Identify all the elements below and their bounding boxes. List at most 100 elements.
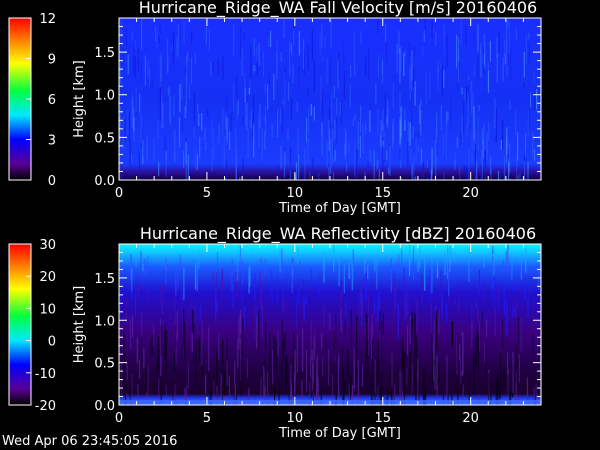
texture-streak: [450, 247, 452, 265]
texture-streak: [298, 290, 300, 305]
texture-streak: [398, 31, 400, 54]
texture-streak: [208, 30, 210, 51]
texture-streak: [332, 171, 335, 180]
texture-streak: [271, 292, 274, 304]
texture-streak: [119, 167, 121, 180]
texture-streak: [366, 313, 368, 358]
texture-streak: [294, 350, 296, 394]
texture-streak: [458, 35, 460, 69]
y-tick-label: 0.5: [94, 131, 115, 146]
texture-streak: [349, 83, 351, 108]
texture-streak: [181, 121, 183, 133]
texture-streak: [481, 154, 483, 180]
texture-streak: [474, 125, 476, 150]
texture-streak: [258, 42, 260, 66]
texture-streak: [221, 390, 224, 405]
texture-streak: [356, 315, 358, 343]
texture-streak: [360, 31, 362, 44]
texture-streak: [367, 360, 369, 393]
texture-streak: [399, 144, 401, 161]
texture-streak: [205, 142, 207, 151]
texture-streak: [374, 392, 376, 405]
chart-panel-1: 0 5 10 15 20 Time of Day [GMT] 0.0 0.5 1.0 1.5 Hei…: [8, 0, 543, 216]
texture-streak: [492, 246, 494, 255]
texture-streak: [241, 373, 243, 396]
texture-streak: [497, 281, 499, 313]
texture-streak: [390, 389, 392, 405]
texture-streak: [222, 55, 224, 81]
colorbar: [9, 18, 31, 180]
texture-streak: [429, 269, 431, 304]
texture-streak: [511, 251, 513, 280]
texture-streak: [497, 171, 500, 180]
texture-streak: [147, 365, 149, 398]
texture-streak: [404, 50, 406, 57]
texture-streak: [518, 354, 520, 383]
texture-streak: [471, 300, 473, 328]
texture-streak: [436, 113, 438, 142]
texture-streak: [372, 382, 374, 405]
texture-streak: [402, 346, 404, 391]
texture-streak: [378, 287, 380, 322]
texture-streak: [460, 357, 462, 384]
texture-streak: [346, 161, 348, 172]
texture-streak: [140, 251, 142, 266]
texture-streak: [142, 140, 144, 165]
texture-streak: [496, 54, 498, 83]
texture-streak: [173, 95, 175, 117]
texture-streak: [135, 87, 137, 112]
texture-streak: [414, 313, 416, 356]
texture-streak: [273, 335, 275, 370]
texture-streak: [321, 332, 323, 349]
texture-streak: [274, 381, 276, 405]
texture-streak: [399, 48, 401, 84]
texture-streak: [122, 47, 124, 65]
texture-streak: [220, 374, 222, 401]
texture-streak: [281, 320, 284, 356]
texture-streak: [164, 286, 166, 293]
texture-streak: [233, 24, 235, 56]
texture-streak: [409, 351, 411, 387]
texture-streak: [184, 322, 186, 360]
texture-streak: [422, 45, 424, 58]
texture-streak: [460, 132, 462, 146]
texture-streak: [533, 72, 535, 84]
texture-streak: [494, 98, 496, 129]
texture-streak: [410, 64, 412, 92]
texture-streak: [178, 117, 181, 148]
texture-streak: [276, 40, 278, 73]
texture-streak: [218, 333, 220, 360]
texture-streak: [235, 282, 237, 300]
texture-streak: [310, 320, 312, 360]
texture-streak: [216, 347, 218, 374]
texture-streak: [119, 64, 122, 85]
texture-streak: [487, 70, 490, 93]
texture-streak: [403, 277, 405, 311]
texture-streak: [482, 178, 484, 180]
texture-streak: [185, 66, 187, 74]
texture-streak: [236, 75, 238, 106]
texture-streak: [216, 272, 218, 291]
texture-streak: [330, 138, 332, 174]
texture-streak: [172, 377, 174, 405]
texture-streak: [436, 310, 438, 351]
texture-streak: [133, 46, 135, 75]
texture-streak: [287, 403, 289, 405]
texture-streak: [248, 267, 250, 294]
texture-streak: [411, 51, 413, 81]
texture-streak: [495, 379, 497, 405]
texture-streak: [375, 83, 377, 104]
texture-streak: [205, 374, 207, 395]
texture-streak: [417, 146, 419, 153]
texture-streak: [417, 131, 419, 139]
texture-streak: [442, 392, 444, 405]
texture-streak: [285, 355, 287, 395]
texture-streak: [280, 107, 282, 124]
texture-streak: [430, 155, 432, 173]
texture-streak: [400, 46, 402, 71]
texture-streak: [193, 92, 195, 126]
texture-streak: [278, 165, 280, 180]
texture-streak: [174, 293, 176, 328]
texture-streak: [539, 54, 541, 78]
